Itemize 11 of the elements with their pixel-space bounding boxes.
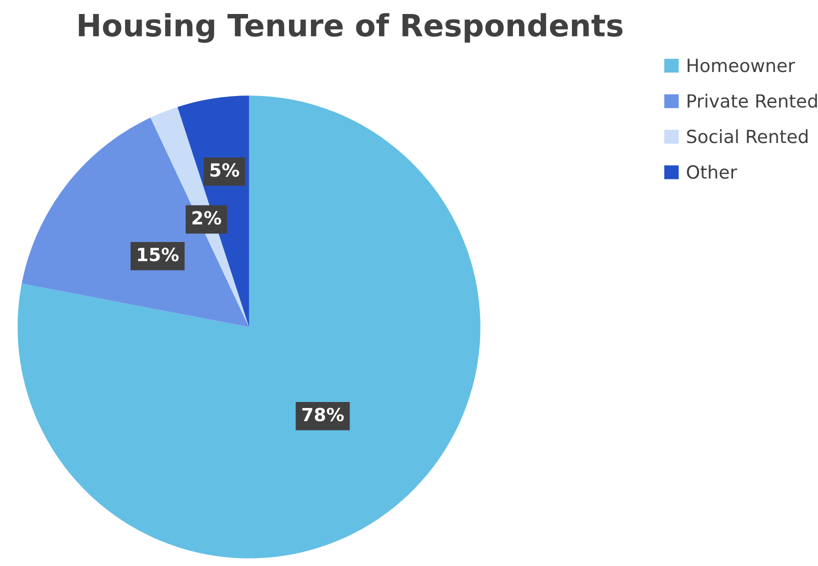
data-label: 5% bbox=[210, 163, 240, 177]
data-label: 15% bbox=[138, 248, 179, 262]
pie-slice bbox=[22, 118, 249, 327]
pie-slice bbox=[18, 96, 480, 558]
chart-title: Housing Tenure of Respondents bbox=[78, 13, 622, 43]
data-label: 2% bbox=[192, 211, 222, 225]
data-label: 78% bbox=[302, 408, 344, 422]
legend-label: Private Rented bbox=[688, 94, 817, 108]
legend-label: Other bbox=[686, 164, 738, 179]
legend-label: Homeowner bbox=[688, 58, 796, 72]
legend-label: Social Rented bbox=[687, 129, 808, 144]
